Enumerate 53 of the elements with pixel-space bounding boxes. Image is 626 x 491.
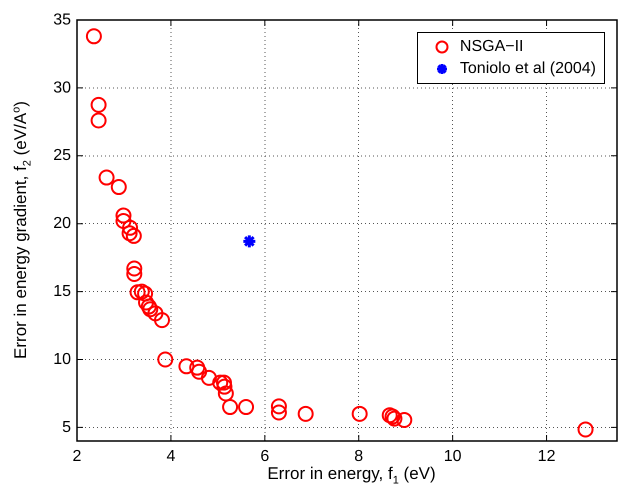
point bbox=[122, 220, 138, 236]
y-tick-label: 5 bbox=[62, 418, 72, 436]
point bbox=[122, 225, 138, 242]
point bbox=[130, 284, 146, 300]
x-tick-label: 4 bbox=[166, 448, 176, 466]
y-tick-label: 25 bbox=[53, 147, 72, 164]
point bbox=[98, 170, 115, 186]
point bbox=[396, 412, 412, 428]
point bbox=[157, 352, 174, 368]
legend-label: Toniolo et al (2004) bbox=[460, 60, 596, 78]
point bbox=[90, 112, 107, 128]
point bbox=[126, 266, 142, 282]
point bbox=[352, 406, 368, 422]
x-axis-title: Error in energy, f$_{1}$ (eV) bbox=[266, 464, 437, 486]
point bbox=[270, 398, 287, 414]
x-tick-label: 12 bbox=[538, 448, 556, 466]
point bbox=[238, 399, 254, 416]
x-tick-label: 2 bbox=[72, 448, 82, 466]
y-tick-label: 30 bbox=[53, 79, 72, 96]
point bbox=[218, 385, 234, 402]
point bbox=[86, 28, 102, 44]
point bbox=[191, 364, 208, 380]
point bbox=[216, 374, 232, 391]
point bbox=[126, 260, 142, 277]
point bbox=[200, 370, 217, 386]
y-tick-label: 35 bbox=[53, 11, 72, 28]
x-tick-label: 10 bbox=[444, 448, 462, 466]
point bbox=[115, 212, 132, 229]
point bbox=[115, 208, 132, 224]
y-tick-label: 20 bbox=[53, 215, 72, 232]
point bbox=[134, 284, 150, 300]
point bbox=[110, 179, 127, 196]
point bbox=[242, 234, 257, 249]
point bbox=[137, 286, 154, 302]
point bbox=[216, 378, 232, 395]
point bbox=[90, 96, 107, 113]
point bbox=[212, 374, 228, 391]
point bbox=[189, 360, 206, 376]
point bbox=[578, 421, 594, 438]
y-tick-label: 15 bbox=[53, 283, 72, 300]
point bbox=[126, 228, 142, 244]
y-tick-label: 10 bbox=[53, 350, 72, 368]
point bbox=[298, 406, 314, 422]
point bbox=[147, 305, 164, 322]
x-tick-label: 6 bbox=[260, 448, 270, 466]
legend-label: NSGA−II bbox=[460, 38, 524, 56]
point bbox=[178, 358, 194, 374]
point bbox=[222, 399, 238, 416]
point bbox=[138, 294, 154, 310]
point bbox=[154, 312, 170, 328]
point bbox=[382, 407, 398, 424]
x-tick-label: 8 bbox=[354, 448, 364, 466]
point bbox=[270, 404, 287, 420]
